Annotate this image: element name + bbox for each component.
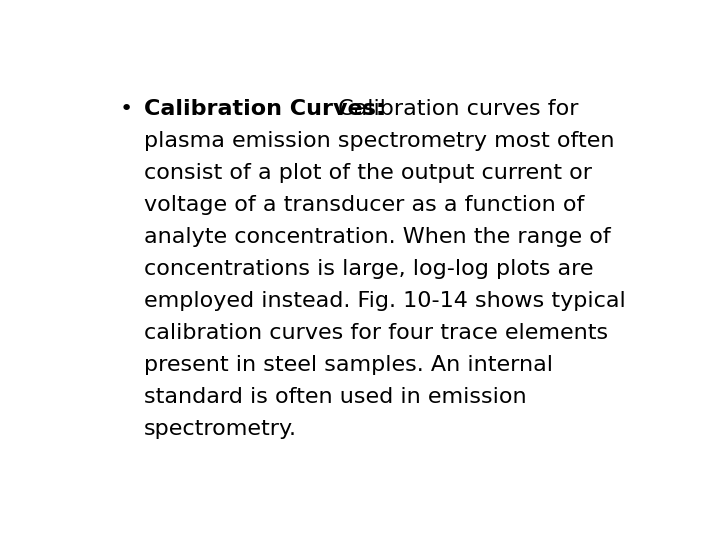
Text: plasma emission spectrometry most often: plasma emission spectrometry most often [144, 131, 615, 151]
Text: concentrations is large, log-log plots are: concentrations is large, log-log plots a… [144, 259, 594, 279]
Text: analyte concentration. When the range of: analyte concentration. When the range of [144, 227, 611, 247]
Text: standard is often used in emission: standard is often used in emission [144, 387, 527, 407]
Text: •: • [120, 99, 132, 119]
Text: employed instead. Fig. 10-14 shows typical: employed instead. Fig. 10-14 shows typic… [144, 291, 626, 311]
Text: voltage of a transducer as a function of: voltage of a transducer as a function of [144, 195, 585, 215]
Text: Calibration Curves:: Calibration Curves: [144, 99, 385, 119]
Text: spectrometry.: spectrometry. [144, 419, 297, 439]
Text: present in steel samples. An internal: present in steel samples. An internal [144, 355, 553, 375]
Text: calibration curves for four trace elements: calibration curves for four trace elemen… [144, 323, 608, 343]
Text: Calibration curves for: Calibration curves for [330, 99, 578, 119]
Text: consist of a plot of the output current or: consist of a plot of the output current … [144, 164, 593, 184]
